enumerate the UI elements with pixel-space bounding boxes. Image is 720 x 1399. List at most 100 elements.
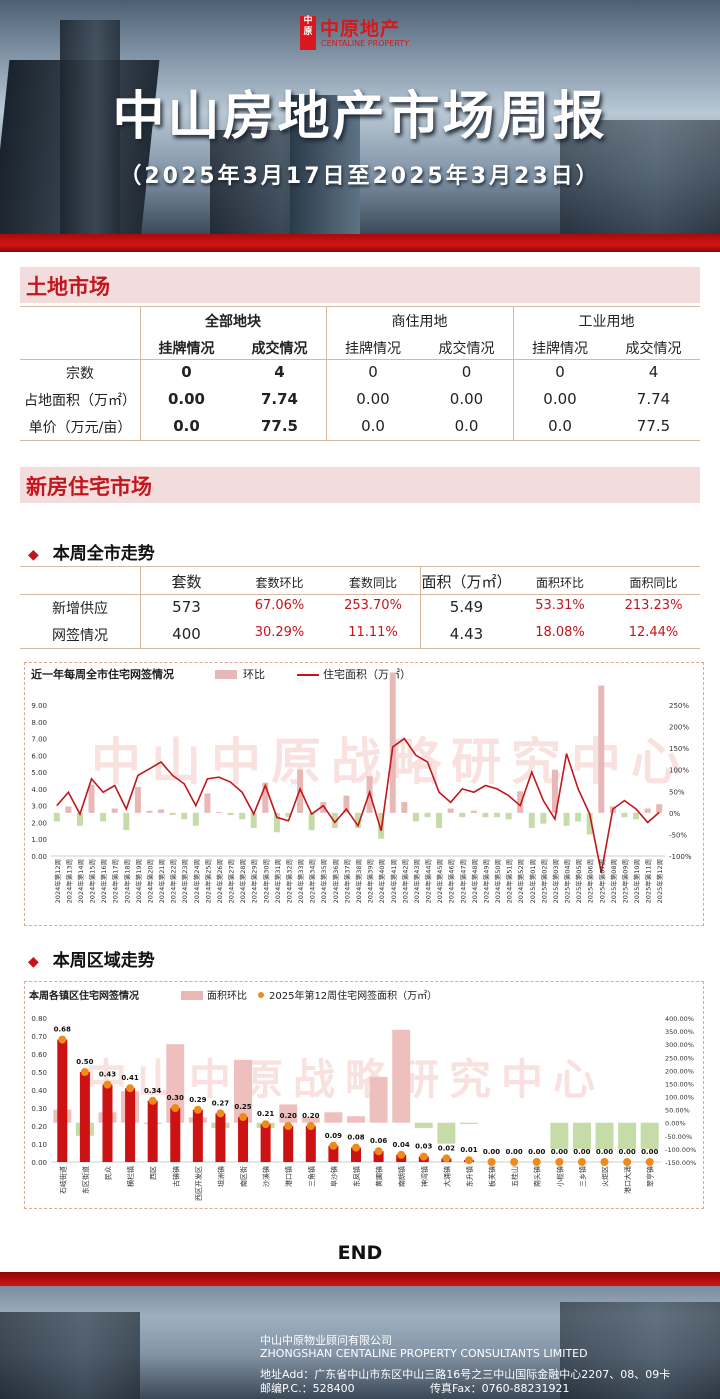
y-tick-left: 7.00 [31, 736, 47, 744]
qoq-bar [482, 812, 489, 818]
end-text: END [337, 1242, 383, 1264]
qoq-bar [598, 685, 605, 813]
header-red-band [0, 234, 720, 252]
area-dot [397, 1150, 406, 1159]
area-bar [147, 1100, 158, 1162]
qoq-bar [158, 809, 165, 813]
table-divider [140, 566, 141, 648]
qoq-bar [414, 1122, 433, 1128]
land-table: 全部地块 商住用地 工业用地 挂牌情况 成交情况 挂牌情况 成交情况 挂牌情况 成交情况 宗数 0 4… [20, 306, 700, 441]
qoq-bar [437, 1122, 456, 1144]
weekly-chart-svg: 中山中原战略研究中心 近一年每周全市住宅网签情况 环比 住宅面积（万㎡） 0.00 1.0… [31, 667, 692, 903]
x-tick: 2024年第22周 [169, 859, 178, 903]
land-subcol-header: 挂牌情况 [532, 341, 588, 357]
data-label: 0.34 [144, 1087, 161, 1095]
area-dot [464, 1156, 473, 1165]
x-tick: 2024年第44周 [424, 859, 433, 903]
qoq-bar [146, 810, 153, 813]
logo: 中原 中原地产 CENTALINE PROPERTY [300, 14, 430, 52]
y-tick-left: 0.60 [31, 1051, 47, 1059]
y-tick-right: 250.00% [665, 1054, 694, 1062]
x-tick: 2024年第16周 [99, 859, 108, 903]
x-tick: 2025年第05周 [574, 859, 583, 903]
y-tick-right: -100.00% [665, 1146, 696, 1154]
area-dot [126, 1084, 135, 1093]
citywide-trend-heading: ◆ 本周全市走势 [28, 544, 155, 564]
qoq-bar [633, 812, 640, 820]
newhome-cell: 4.43 [449, 625, 484, 643]
area-bar [79, 1072, 90, 1162]
x-tick: 南头镇 [533, 1166, 542, 1187]
qoq-bar [392, 1029, 411, 1123]
x-tick: 民众 [104, 1166, 112, 1180]
weekly-chart: 中山中原战略研究中心 近一年每周全市住宅网签情况 环比 住宅面积（万㎡） 0.00 1.0… [24, 662, 704, 926]
qoq-bar [192, 812, 199, 826]
district-chart-svg: 中山中原战略研究中心 本周各镇区住宅网签情况 面积环比 2025年第12周住宅网签面积… [29, 989, 696, 1201]
area-bar [260, 1124, 271, 1162]
qoq-bar [181, 812, 188, 820]
x-tick: 西区开发区 [194, 1166, 203, 1201]
area-bar [170, 1108, 181, 1162]
area-bar [373, 1151, 384, 1162]
land-group-header: 商住用地 [391, 314, 448, 330]
legend-label: 2025年第12周住宅网签面积（万㎡） [269, 989, 437, 1002]
newhome-cell: 213.23% [624, 598, 683, 613]
y-tick-right: 200% [669, 724, 689, 732]
y-tick-left: 0.40 [31, 1087, 47, 1095]
newhome-cell: 400 [172, 625, 201, 643]
x-tick: 2025年第02周 [539, 859, 548, 903]
area-dot [510, 1158, 519, 1166]
chart-title: 本周各镇区住宅网签情况 [29, 989, 139, 1002]
table-divider [326, 306, 327, 440]
land-cell: 0.00 [356, 390, 390, 408]
data-label: 0.01 [460, 1146, 477, 1154]
data-label: 0.68 [54, 1026, 71, 1034]
data-label: 0.20 [280, 1112, 297, 1120]
land-section-header: 土地市场 [20, 267, 700, 303]
qoq-bar [285, 812, 292, 818]
area-dot [374, 1147, 383, 1156]
x-tick: 2024年第33周 [296, 859, 305, 903]
data-label: 0.25 [234, 1103, 251, 1111]
x-tick: 2024年第24周 [192, 859, 201, 903]
x-tick: 2024年第29周 [250, 859, 259, 903]
y-tick-left: 0.30 [31, 1105, 47, 1113]
data-label: 0.08 [347, 1134, 364, 1142]
land-group-header: 工业用地 [578, 314, 635, 330]
page-title: 中山房地产市场周报 [112, 87, 608, 147]
area-bar [125, 1088, 136, 1162]
x-tick: 南朗镇 [397, 1166, 406, 1187]
x-tick: 板芙镇 [488, 1166, 497, 1187]
x-tick: 古镇镇 [171, 1166, 180, 1187]
data-label: 0.00 [483, 1148, 500, 1156]
legend-label: 住宅面积（万㎡） [323, 667, 411, 681]
qoq-bar [262, 782, 269, 813]
footer-company-cn: 中山中原物业顾问有限公司 [260, 1334, 392, 1347]
land-row-label: 占地面积（万㎡） [24, 393, 136, 409]
y-tick-right: 250% [669, 702, 689, 710]
land-group-header: 全部地块 [205, 314, 261, 330]
newhome-col-header: 面积（万㎡） [421, 573, 512, 591]
data-label: 0.09 [325, 1132, 342, 1140]
land-cell: 0.0 [454, 417, 479, 435]
x-tick: 石岐街道 [58, 1166, 67, 1194]
y-tick-right: -50% [669, 831, 687, 839]
x-tick: 南区街 [239, 1166, 248, 1187]
logo-en: CENTALINE PROPERTY [321, 39, 410, 48]
newhome-row-label: 网签情况 [52, 628, 108, 644]
newhome-cell: 53.31% [535, 598, 585, 613]
area-dot [239, 1113, 248, 1121]
land-section-title: 土地市场 [26, 275, 110, 299]
x-tick: 2024年第23周 [180, 859, 189, 903]
data-label: 0.03 [415, 1143, 432, 1151]
area-bar [57, 1039, 68, 1162]
area-dot [419, 1152, 428, 1161]
qoq-bar [517, 791, 524, 813]
newhome-cell: 67.06% [254, 598, 305, 613]
data-label: 0.00 [573, 1148, 590, 1156]
y-tick-right: 200.00% [665, 1067, 694, 1075]
newhome-col-header: 套数环比 [255, 576, 304, 590]
y-tick-left: 0.50 [31, 1069, 47, 1077]
logo-cn: 中原地产 [320, 18, 401, 40]
qoq-bar [459, 1122, 478, 1125]
